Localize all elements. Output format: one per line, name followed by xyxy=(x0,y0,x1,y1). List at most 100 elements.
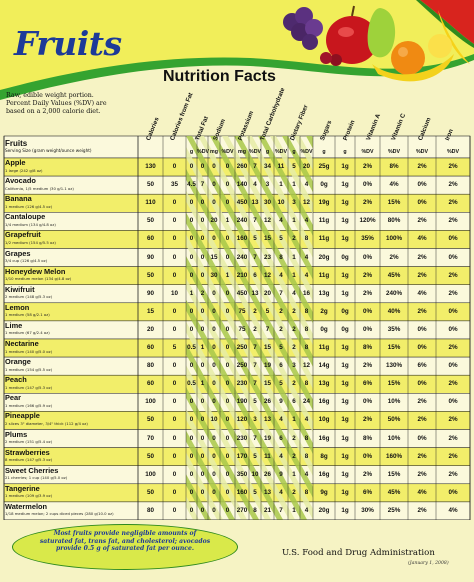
nutrient-value: 0 xyxy=(172,434,177,442)
nutrient-value: 7 xyxy=(253,163,257,170)
fruit-name: Strawberries xyxy=(5,447,50,457)
nutrient-value: 5 xyxy=(279,380,283,388)
nutrient-value: 0 xyxy=(172,163,177,170)
nutrient-value: 80 xyxy=(146,362,154,370)
nutrient-value: 4 xyxy=(304,470,309,478)
nutrient-value: 19 xyxy=(263,362,271,370)
diagonal-stripe xyxy=(186,496,200,520)
serving-size: 1/18 medium melon; 2 cups diced pieces (… xyxy=(5,511,114,517)
nutrient-value: 0% xyxy=(448,398,458,406)
nutrient-value: 2 xyxy=(292,235,296,243)
nutrient-value: 13g xyxy=(318,289,330,297)
diagonal-stripe xyxy=(186,452,224,520)
nutrient-value: 1g xyxy=(341,362,349,370)
serving-size: 1/10 medium melon (134 g/4.8 oz) xyxy=(5,276,72,282)
nutrient-value: 0 xyxy=(189,434,194,442)
nutrient-value: 160 xyxy=(236,488,248,496)
nutrient-value: 2 xyxy=(253,307,257,315)
nutrient-value: 7 xyxy=(253,362,257,370)
nutrient-value: 5 xyxy=(253,488,257,496)
nutrient-value: 0% xyxy=(448,307,458,315)
nutrient-value: 0% xyxy=(417,181,427,189)
nutrient-value: 0 xyxy=(172,506,177,514)
diagonal-stripe xyxy=(258,136,313,236)
nutrient-value: 1g xyxy=(341,199,349,207)
nutrient-value: 1g xyxy=(341,380,349,388)
nutrient-value: 2 xyxy=(279,325,283,333)
nutrient-value: 2% xyxy=(448,452,458,460)
nutrient-value: 240 xyxy=(236,253,248,261)
diagonal-stripe xyxy=(186,146,313,389)
nutrient-value: 6 xyxy=(253,271,257,279)
serving-size: 1/4 medium (134 g/4.8 oz) xyxy=(5,221,56,227)
nutrient-value: 11g xyxy=(318,235,330,243)
nutrient-value: 7 xyxy=(253,344,257,351)
nutrient-value: 4 xyxy=(279,452,283,460)
nutrient-value: 70 xyxy=(146,434,154,442)
nutrient-value: 90 xyxy=(146,253,154,261)
nutrient-value: 0g xyxy=(341,325,349,333)
nutrient-value: 3 xyxy=(265,181,270,189)
nutrient-value: 11 xyxy=(277,163,285,170)
nutrient-value: 25g xyxy=(318,163,330,170)
nutrient-value: 6 xyxy=(279,362,283,370)
nutrient-value: 2% xyxy=(448,217,458,225)
nutrient-value: 80 xyxy=(146,506,154,514)
nutrient-value: 11g xyxy=(318,271,330,279)
nutrient-value: 0% xyxy=(362,253,373,261)
nutrient-value: 0 xyxy=(212,488,216,496)
note-line: based on a 2,000 calorie diet. xyxy=(6,108,101,115)
nutrient-value: 0 xyxy=(200,235,205,243)
unit-header: %DV xyxy=(446,149,460,155)
nutrient-value: 0% xyxy=(417,325,427,333)
fruit-name: Apple xyxy=(5,158,26,167)
nutrient-value: 8% xyxy=(362,344,373,351)
diagonal-stripe xyxy=(186,277,313,520)
nutrient-value: 0 xyxy=(189,163,194,170)
nutrient-value: 2 xyxy=(292,434,296,442)
diagonal-stripe xyxy=(246,136,313,258)
nutrient-value: 100 xyxy=(145,398,156,406)
serving-column-header: Serving Size (gram weight/ounce weight) xyxy=(5,148,92,153)
nutrient-value: 250 xyxy=(236,362,248,370)
nutrient-value: 270 xyxy=(236,506,248,514)
nutrient-value: 60 xyxy=(146,344,154,351)
nutrient-value: 2% xyxy=(448,199,458,207)
nutrient-value: 0% xyxy=(362,398,373,406)
diagonal-stripe xyxy=(186,517,188,520)
nutrient-value: 2% xyxy=(417,506,427,514)
nutrient-value: 13 xyxy=(251,199,259,207)
nutrient-value: 34 xyxy=(263,163,271,170)
nutrient-value: 16g xyxy=(318,470,330,478)
nutrient-value: 2% xyxy=(362,289,373,297)
nutrient-value: 26 xyxy=(263,398,271,406)
nutrient-value: 0 xyxy=(225,398,230,406)
nutrient-value: 3 xyxy=(292,199,296,207)
nutrient-value: 7 xyxy=(279,506,283,514)
nutrient-value: 35% xyxy=(361,235,374,243)
nutrient-value: 45% xyxy=(387,488,401,496)
nutrient-value: 2% xyxy=(448,470,458,478)
fruit-illustration xyxy=(283,0,474,82)
nutrient-value: 0 xyxy=(200,163,205,170)
nutrient-value: 5 xyxy=(253,398,257,406)
nutrient-value: 0% xyxy=(448,253,458,261)
nutrient-value: 2% xyxy=(362,163,373,170)
nutrient-value: 50 xyxy=(146,488,154,496)
nutrient-value: 240% xyxy=(385,289,403,297)
nutrient-value: 2% xyxy=(362,362,373,370)
nutrient-value: 50 xyxy=(146,181,154,189)
nutrient-value: 12 xyxy=(263,217,271,225)
nutrient-value: 8g xyxy=(320,452,328,460)
diagonal-band xyxy=(186,136,313,520)
fruit-name: Pear xyxy=(5,393,22,403)
nutrient-value: 8 xyxy=(304,325,309,333)
footer-note-line: provide 0.5 g of saturated fat per ounce… xyxy=(55,545,195,553)
nutrient-value: 0 xyxy=(200,434,205,442)
nutrient-value: 0g xyxy=(341,307,349,315)
label-column-header: Fruits xyxy=(5,139,28,148)
nutrient-value: 1 xyxy=(189,289,194,297)
nutrient-value: 16g xyxy=(318,434,330,442)
nutrient-value: 0 xyxy=(212,434,216,442)
serving-size: 1 medium (147 g/5.3 oz) xyxy=(5,384,53,390)
